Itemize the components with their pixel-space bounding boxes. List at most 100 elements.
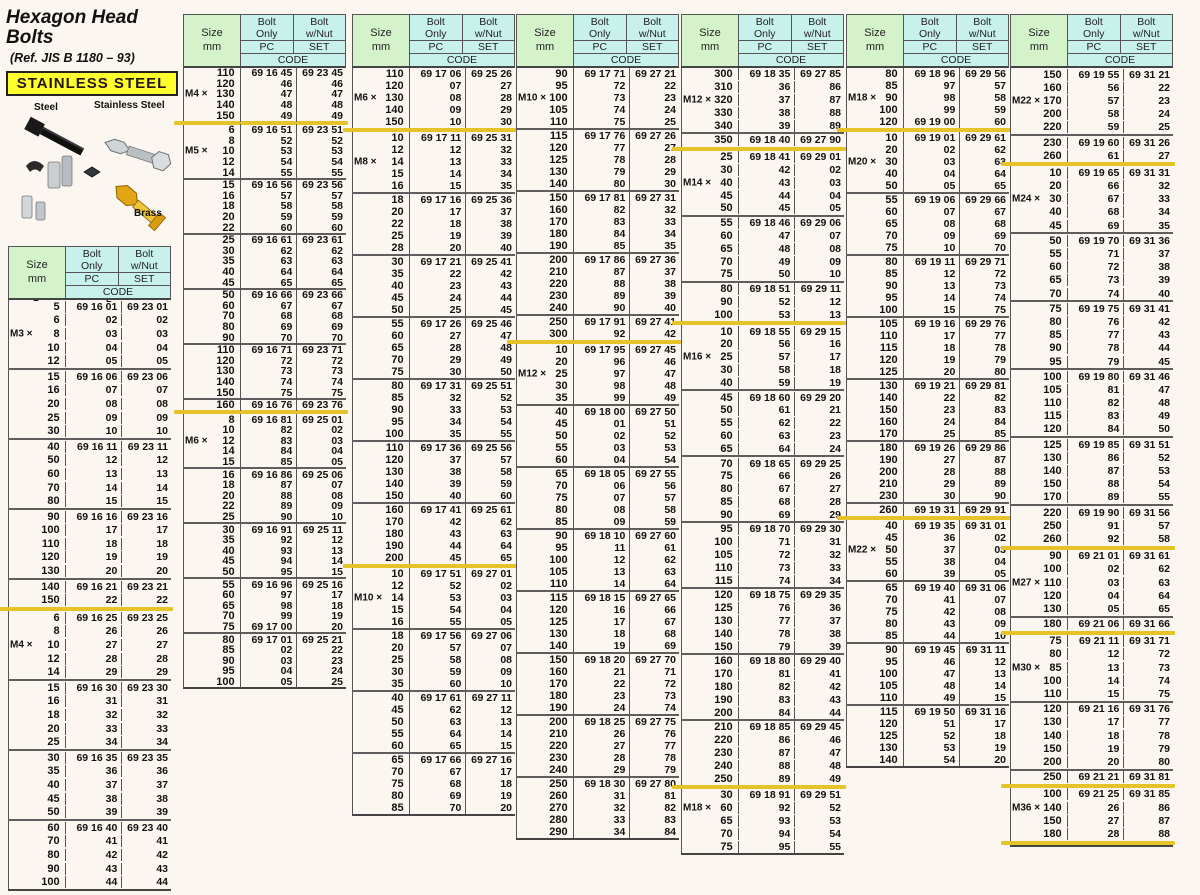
thread-size-prefix: M3 × — [10, 328, 33, 340]
size-cell: 120 — [184, 78, 240, 90]
bolt-only-code-cell: 69 — [239, 320, 297, 333]
bolt-only-code-cell: 08 — [408, 92, 466, 104]
size-cell: 130 — [1011, 603, 1067, 615]
table-row: 160 56 22 — [1010, 81, 1173, 95]
bolt-wnut-code-cell: 69 27 70 — [629, 654, 679, 666]
bolt-wnut-line2: w/Nut — [305, 28, 333, 41]
bolt-wnut-code-cell: 58 — [959, 92, 1009, 104]
size-cell: M22 × 170 — [1011, 95, 1067, 107]
bolt-only-line2: Only — [918, 28, 941, 41]
length-value: 40 — [720, 176, 733, 189]
bolt-wnut-code-cell: 69 29 01 — [794, 151, 844, 164]
length-value: 250 — [714, 772, 733, 785]
size-group: 10 69 17 51 69 27 01 12 52 02 M10 × 14 53 03 15 54 0… — [352, 568, 515, 628]
bolt-wnut-code-cell: 49 — [465, 354, 515, 366]
bolt-wnut-code-cell: 69 25 31 — [465, 132, 515, 144]
length-value: 65 — [391, 342, 404, 354]
table-row: 200 84 44 — [681, 706, 844, 720]
length-value: 55 — [1049, 248, 1062, 261]
table-row: 100 02 62 — [1010, 562, 1173, 576]
bolt-wnut-code-cell: 69 31 11 — [959, 644, 1009, 656]
bolt-only-code-cell: 29 — [64, 666, 122, 679]
bolt-wnut-code-cell: 69 31 01 — [959, 520, 1009, 532]
table-row: 210 87 37 — [516, 266, 679, 278]
bolt-only-code-cell: 12 — [64, 454, 122, 467]
length-value: 25 — [720, 351, 733, 364]
table-row: 20 66 32 — [1010, 179, 1173, 193]
bolt-wnut-code-cell: 67 — [296, 299, 346, 312]
size-cell: 85 — [847, 80, 903, 92]
length-value: 150 — [216, 386, 235, 399]
table-row: 18 87 07 — [183, 479, 346, 492]
table-row: 65 69 18 05 69 27 55 — [516, 468, 679, 480]
bolt-wnut-code-cell: 17 — [296, 589, 346, 602]
bolt-wnut-code-cell: 15 — [959, 692, 1009, 704]
table-row: 65 28 48 — [352, 342, 515, 354]
bolt-wnut-code-cell: 69 31 41 — [1123, 302, 1173, 315]
thread-size-prefix: M5 × — [185, 145, 208, 157]
bolt-only-code-cell: 69 — [1066, 219, 1124, 232]
size-cell: 55 — [184, 579, 240, 591]
bolt-wnut-code-cell: 20 — [296, 620, 346, 633]
bolt-wnut-code-cell: 73 — [1123, 661, 1173, 674]
size-cell: 210 — [517, 728, 573, 740]
table-row: 100 35 55 — [352, 428, 515, 440]
bolt-only-line2: Only — [424, 28, 447, 41]
size-cell: 150 — [9, 594, 65, 606]
bolt-only-code-cell: 69 16 21 — [64, 580, 122, 593]
length-value: 350 — [714, 134, 733, 147]
size-group: 210 69 18 85 69 29 45 220 86 46 230 87 47 240 88 48… — [681, 719, 844, 786]
bolt-only-code-cell: 69 18 85 — [737, 721, 795, 734]
length-value: 18 — [222, 200, 235, 213]
size-cell: 210 — [682, 721, 738, 733]
table-row: 210 29 89 — [846, 478, 1009, 490]
pc-label: PC — [904, 41, 956, 55]
table-header: Size mm Bolt Only Bolt w/Nut PC SET CODE — [183, 14, 346, 68]
bolt-wnut-code-cell: 37 — [629, 266, 679, 278]
bolt-only-code-cell: 68 — [1066, 206, 1124, 219]
length-value: 12 — [222, 434, 235, 447]
table-row: 95 14 74 — [846, 292, 1009, 304]
table-row: 250 69 18 30 69 27 80 — [516, 778, 679, 790]
bolt-wnut-code-cell: 69 23 11 — [121, 440, 171, 453]
length-value: 16 — [47, 695, 60, 708]
length-value: 200 — [879, 466, 898, 478]
length-value: 115 — [549, 130, 568, 142]
bolt-only-code-cell: 29 — [902, 478, 960, 490]
table-row: 85 70 20 — [352, 802, 515, 814]
table-row: 40 64 64 — [183, 265, 346, 278]
size-column-header: Size mm — [9, 247, 66, 298]
size-group: 115 69 18 15 69 27 65 120 16 66 125 17 67 130 18 68… — [516, 590, 679, 652]
bolt-wnut-code-cell: 69 29 40 — [794, 655, 844, 668]
length-value: 50 — [885, 544, 898, 556]
table-row: 16 69 16 86 69 25 06 — [183, 468, 346, 481]
length-value: 55 — [391, 728, 404, 740]
table-row: 14 55 55 — [183, 166, 346, 179]
bolt-wnut-code-cell: 69 27 26 — [629, 130, 679, 142]
thread-size-prefix: M14 × — [683, 177, 712, 189]
bolt-wnut-code-cell: 62 — [465, 516, 515, 528]
table-row: 130 86 52 — [1010, 451, 1173, 465]
length-value: 40 — [720, 376, 733, 389]
size-group: 105 69 19 16 69 29 76 110 17 77 115 18 78 120 19 79… — [846, 316, 1009, 378]
bolt-wnut-code-cell: 05 — [465, 616, 515, 628]
size-cell: 25 — [184, 234, 240, 246]
bolt-wnut-code-cell: 04 — [465, 604, 515, 616]
length-value: 80 — [885, 256, 898, 268]
length-value: 310 — [714, 81, 733, 94]
table-row: 150 69 19 55 69 31 21 — [1010, 68, 1173, 82]
size-cell: 120 — [517, 142, 573, 154]
size-cell: 25 — [9, 736, 65, 748]
length-value: 140 — [1043, 465, 1062, 478]
bolt-wnut-code-cell: 09 — [959, 618, 1009, 630]
bolt-only-code-cell: 35 — [408, 428, 466, 440]
bolt-only-code-cell: 77 — [737, 615, 795, 628]
size-label: Size — [1028, 26, 1050, 39]
bolt-wnut-code-cell: 35 — [465, 180, 515, 192]
bolt-wnut-code-cell: 40 — [1123, 287, 1173, 300]
length-value: 60 — [885, 206, 898, 218]
bolt-only-code-cell: 38 — [902, 556, 960, 568]
bolt-wnut-code-cell: 37 — [121, 778, 171, 791]
bolt-wnut-code-cell: 05 — [794, 202, 844, 215]
bolt-only-code-cell: 13 — [902, 280, 960, 292]
